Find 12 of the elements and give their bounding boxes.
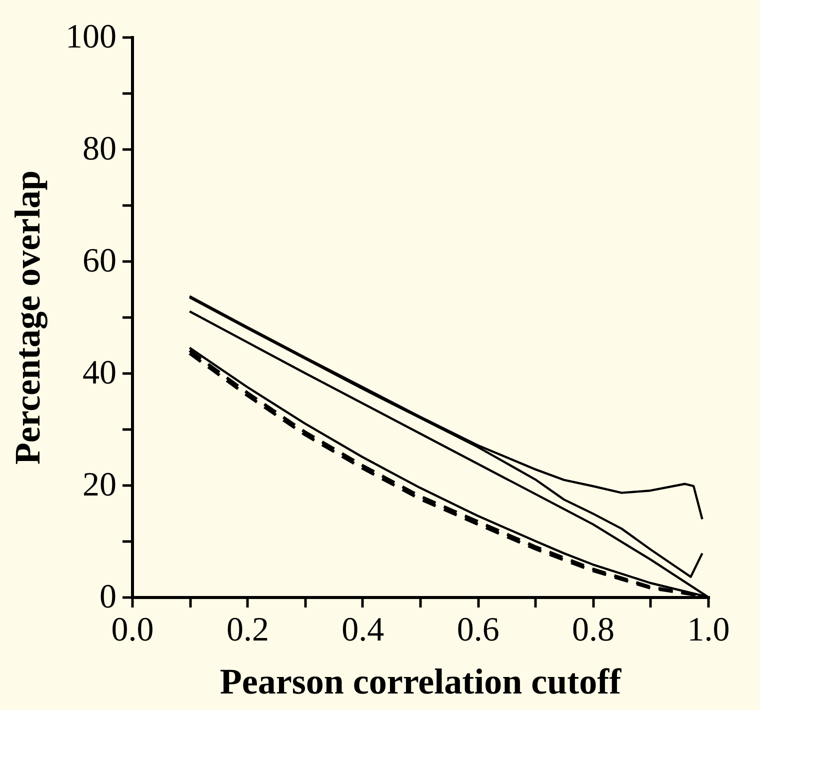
x-tick-label: 0.2 <box>226 612 269 648</box>
x-tick-label: 0.8 <box>572 612 615 648</box>
y-tick-label: 40 <box>82 354 116 392</box>
y-axis-title: Percentage overlap <box>8 170 48 465</box>
x-tick-label: 0.6 <box>456 612 500 648</box>
y-tick-label: 80 <box>82 130 116 168</box>
x-axis-title: Pearson correlation cutoff <box>220 662 622 702</box>
y-tick-label: 20 <box>82 466 116 504</box>
y-tick-label: 60 <box>82 242 116 280</box>
x-tick-label: 0.4 <box>342 612 384 648</box>
y-tick-label: 100 <box>66 18 116 56</box>
x-tick-label: 1.0 <box>687 612 730 648</box>
